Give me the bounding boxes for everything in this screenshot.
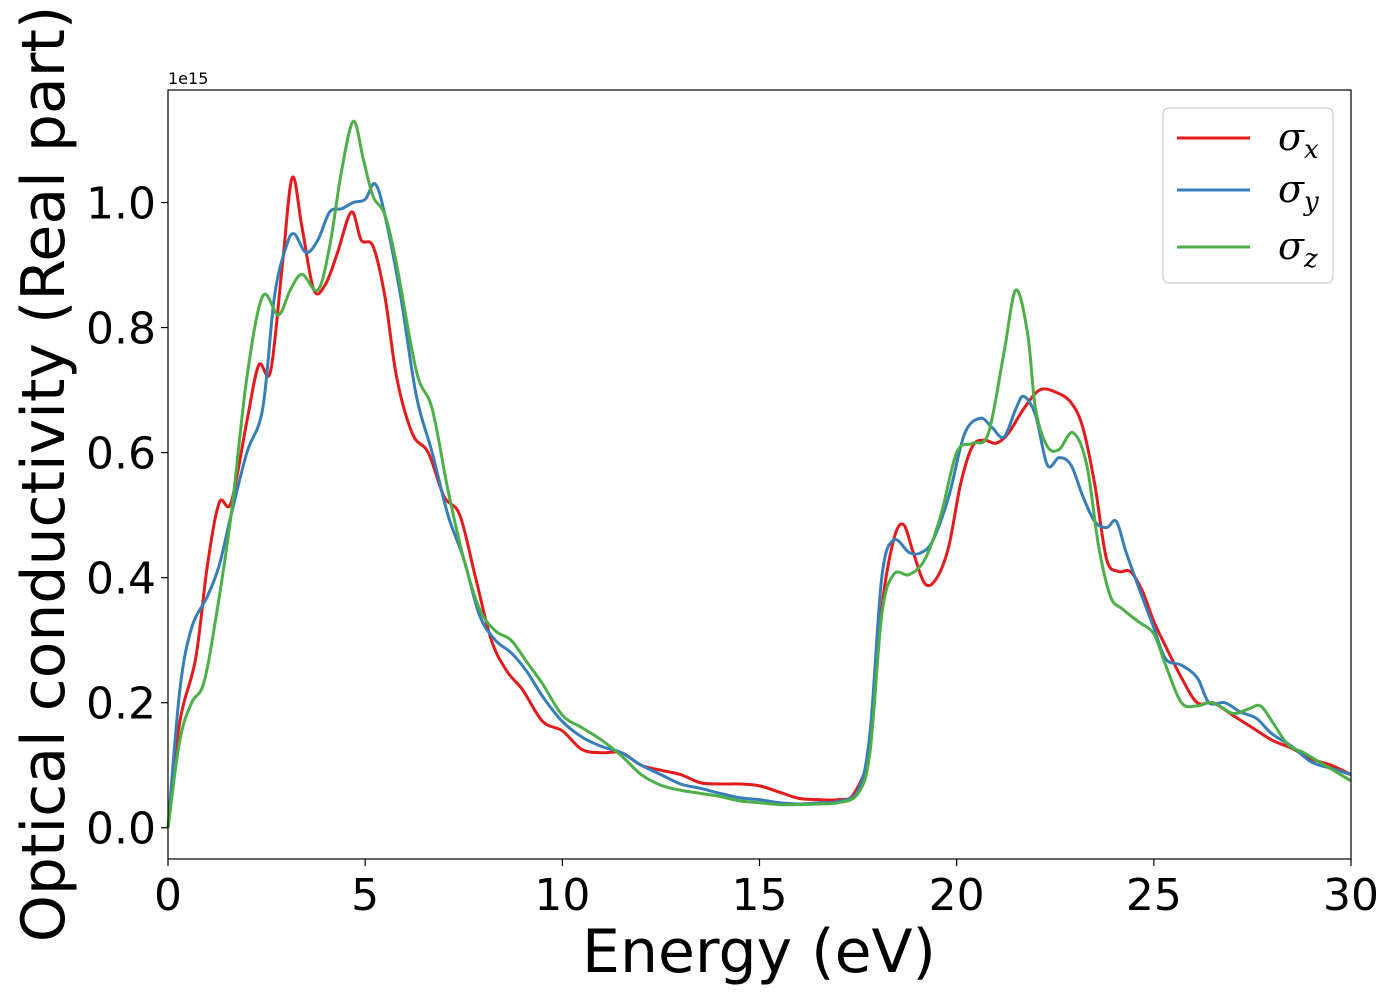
legend-label-sigma-y: σy: [1278, 167, 1319, 217]
y-tick-label: 0.4: [86, 554, 156, 605]
x-tick-label: 5: [351, 870, 379, 921]
legend: σx σy σz: [1162, 107, 1334, 284]
x-tick-label: 15: [732, 870, 788, 921]
x-tick-label: 20: [929, 870, 985, 921]
series-layer: [166, 119, 1352, 828]
series-line-sigma-y: [166, 182, 1352, 828]
y-tick-label: 0.0: [86, 804, 156, 855]
y-axis-title: Optical conductivity (Real part): [9, 6, 79, 943]
legend-box: [1162, 107, 1334, 284]
y-tick-label: 1.0: [86, 179, 156, 230]
y-offset-label: 1e15: [168, 69, 208, 88]
y-tick-label: 0.8: [86, 304, 156, 355]
x-tick-label: 25: [1126, 870, 1182, 921]
y-axis: 0.0 0.2 0.4 0.6 0.8 1.0: [86, 179, 168, 855]
series-line-sigma-z: [166, 119, 1352, 828]
series-line-sigma-x: [166, 175, 1352, 828]
y-tick-label: 0.6: [86, 429, 156, 480]
x-tick-label: 30: [1323, 870, 1379, 921]
x-tick-label: 10: [534, 870, 590, 921]
legend-label-sigma-x: σx: [1278, 115, 1319, 165]
y-tick-label: 0.2: [86, 679, 156, 730]
x-tick-label: 0: [154, 870, 182, 921]
legend-label-sigma-z: σz: [1278, 224, 1318, 274]
x-axis: 0 5 10 15 20 25 30: [154, 859, 1379, 921]
x-axis-title: Energy (eV): [582, 917, 936, 987]
